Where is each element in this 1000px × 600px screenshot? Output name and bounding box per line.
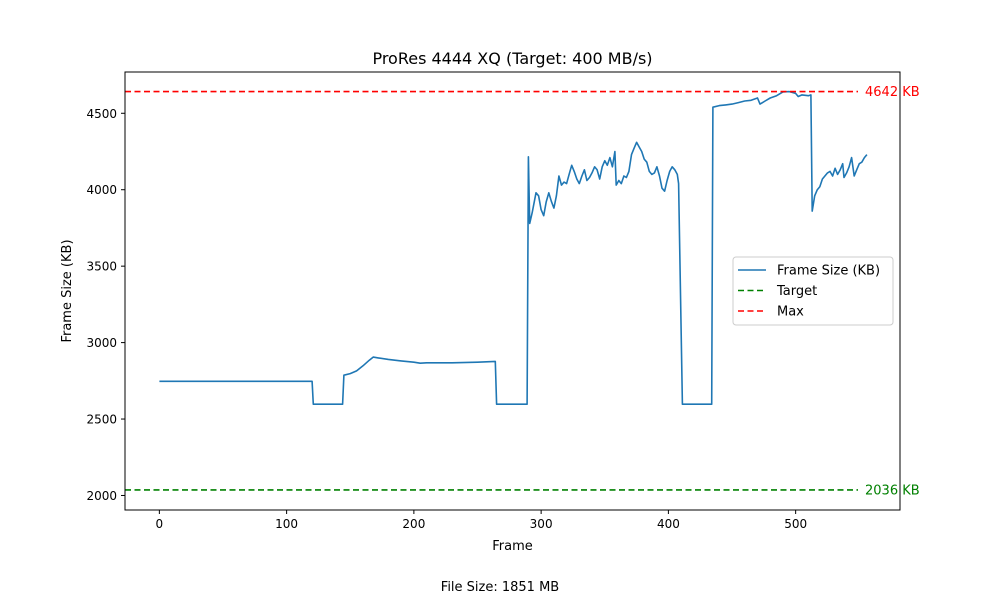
x-tick-label: 0 <box>156 517 164 531</box>
annotation-label: 4642 KB <box>865 85 920 100</box>
legend-label: Target <box>776 284 817 299</box>
y-tick-label: 4500 <box>86 107 117 121</box>
legend-label: Frame Size (KB) <box>777 264 880 279</box>
y-tick-label: 2000 <box>86 489 117 503</box>
y-axis-label: Frame Size (KB) <box>60 239 75 342</box>
annotation-bg <box>858 480 950 499</box>
x-tick-label: 300 <box>530 517 553 531</box>
x-tick-label: 200 <box>402 517 425 531</box>
annotation-bg <box>858 82 950 101</box>
y-tick-label: 3500 <box>86 260 117 274</box>
plot-area: 4642 KB 2036 KB 0 100 200 300 400 500 2000 2500 30… <box>86 71 950 531</box>
x-tick-label: 100 <box>275 517 298 531</box>
annotation-label: 2036 KB <box>865 483 920 498</box>
y-tick-label: 4000 <box>86 183 117 197</box>
axes-frame <box>124 71 901 511</box>
legend-box <box>732 256 894 326</box>
chart-title: ProRes 4444 XQ (Target: 400 MB/s) <box>372 49 652 68</box>
x-axis-label: Frame <box>492 539 533 554</box>
legend: Frame Size (KB) Target Max <box>732 256 894 326</box>
y-tick-label: 3000 <box>86 336 117 350</box>
x-tick-label: 400 <box>657 517 680 531</box>
file-size-label: File Size: 1851 MB <box>440 580 560 595</box>
series-line-frame-size <box>159 90 868 405</box>
legend-label: Max <box>777 305 804 320</box>
y-tick-label: 2500 <box>86 413 117 427</box>
x-tick-label: 500 <box>784 517 807 531</box>
